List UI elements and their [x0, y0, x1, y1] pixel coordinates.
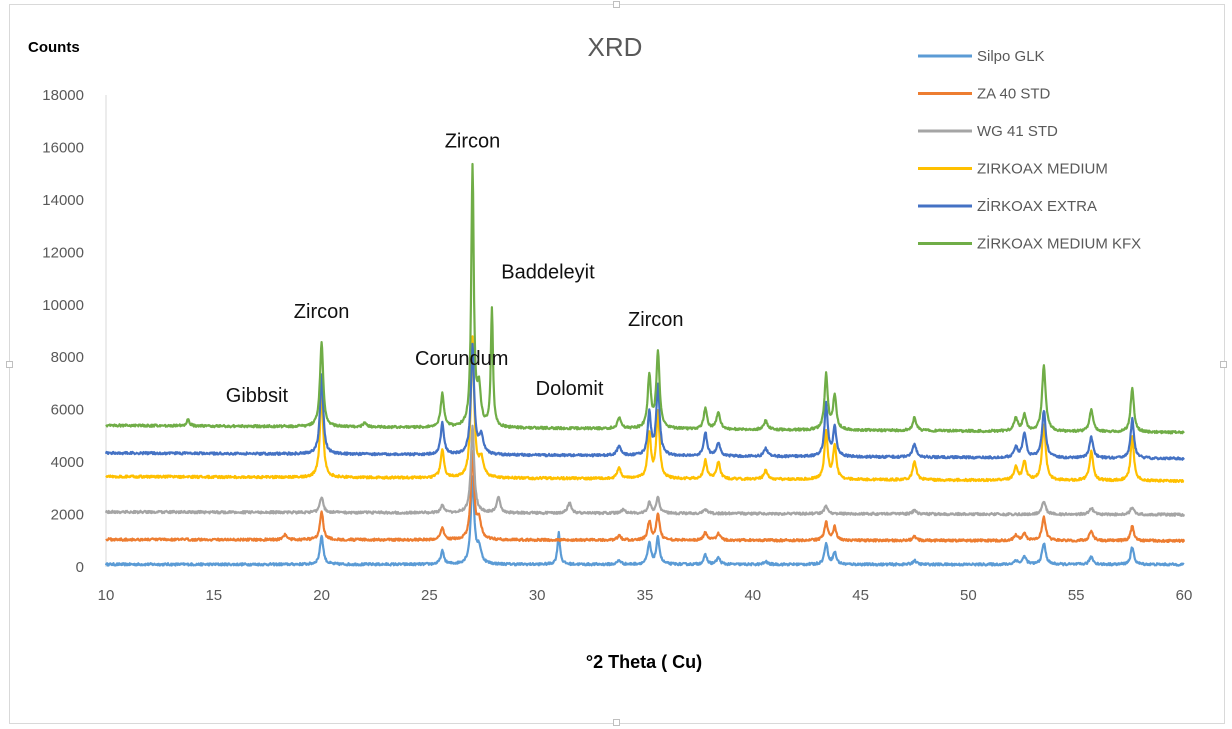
series-line [105, 335, 1185, 484]
x-tick-label: 25 [421, 587, 438, 604]
legend-entry: ZİRKOAX EXTRA [977, 197, 1097, 215]
peak-annotation: Zircon [294, 301, 350, 323]
x-tick-label: 35 [637, 587, 654, 604]
x-tick-labels: 10 15 20 25 30 35 40 45 50 55 60 [98, 587, 1193, 604]
legend-entry: ZA 40 STD [977, 86, 1051, 103]
legend: Silpo GLK ZA 40 STD WG 41 STD ZIRKOAX MEDIU… [918, 48, 1141, 253]
series-line [104, 475, 1185, 567]
peak-annotation: Zircon [445, 130, 501, 152]
y-tick-label: 6000 [51, 402, 84, 419]
series-line [104, 342, 1185, 461]
legend-entry: ZİRKOAX MEDIUM KFX [977, 235, 1141, 253]
x-tick-label: 60 [1176, 587, 1193, 604]
resize-handle-top[interactable] [613, 1, 620, 8]
y-tick-label: 14000 [42, 192, 84, 209]
chart-title: XRD [588, 32, 643, 62]
x-tick-label: 30 [529, 587, 546, 604]
x-tick-label: 55 [1068, 587, 1085, 604]
y-tick-label: 18000 [42, 87, 84, 104]
legend-entry: ZIRKOAX MEDIUM [977, 161, 1108, 178]
peak-annotation: Dolomit [536, 378, 604, 400]
resize-handle-right[interactable] [1220, 361, 1227, 368]
peak-annotations: Zircon Gibbsit Zircon Corundum Baddeleyit Dol… [226, 130, 684, 406]
y-tick-labels: 0 2000 4000 6000 8000 10000 12000 14000 16000 180… [42, 87, 84, 576]
series-lines [104, 162, 1186, 567]
y-tick-label: 4000 [51, 454, 84, 471]
peak-annotation: Gibbsit [226, 385, 289, 407]
legend-entry: WG 41 STD [977, 123, 1058, 140]
y-tick-label: 10000 [42, 297, 84, 314]
y-axis-label: Counts [28, 39, 80, 56]
x-tick-label: 40 [744, 587, 761, 604]
y-tick-label: 12000 [42, 244, 84, 261]
x-tick-label: 15 [205, 587, 222, 604]
y-tick-label: 2000 [51, 507, 84, 524]
x-tick-label: 45 [852, 587, 869, 604]
legend-entry: Silpo GLK [977, 48, 1045, 65]
series-line [104, 424, 1186, 517]
x-tick-label: 10 [98, 587, 115, 604]
peak-annotation: Baddeleyit [501, 262, 595, 284]
series-line [105, 162, 1185, 435]
y-tick-label: 8000 [51, 349, 84, 366]
x-tick-label: 20 [313, 587, 330, 604]
x-tick-label: 50 [960, 587, 977, 604]
y-tick-label: 16000 [42, 139, 84, 156]
chart-frame [9, 4, 1225, 724]
resize-handle-bottom[interactable] [613, 719, 620, 726]
resize-handle-left[interactable] [6, 361, 13, 368]
series-line [105, 449, 1186, 544]
x-axis-label: °2 Theta ( Cu) [586, 652, 702, 672]
peak-annotation: Corundum [415, 348, 508, 370]
y-tick-label: 0 [76, 559, 84, 576]
peak-annotation: Zircon [628, 309, 684, 331]
